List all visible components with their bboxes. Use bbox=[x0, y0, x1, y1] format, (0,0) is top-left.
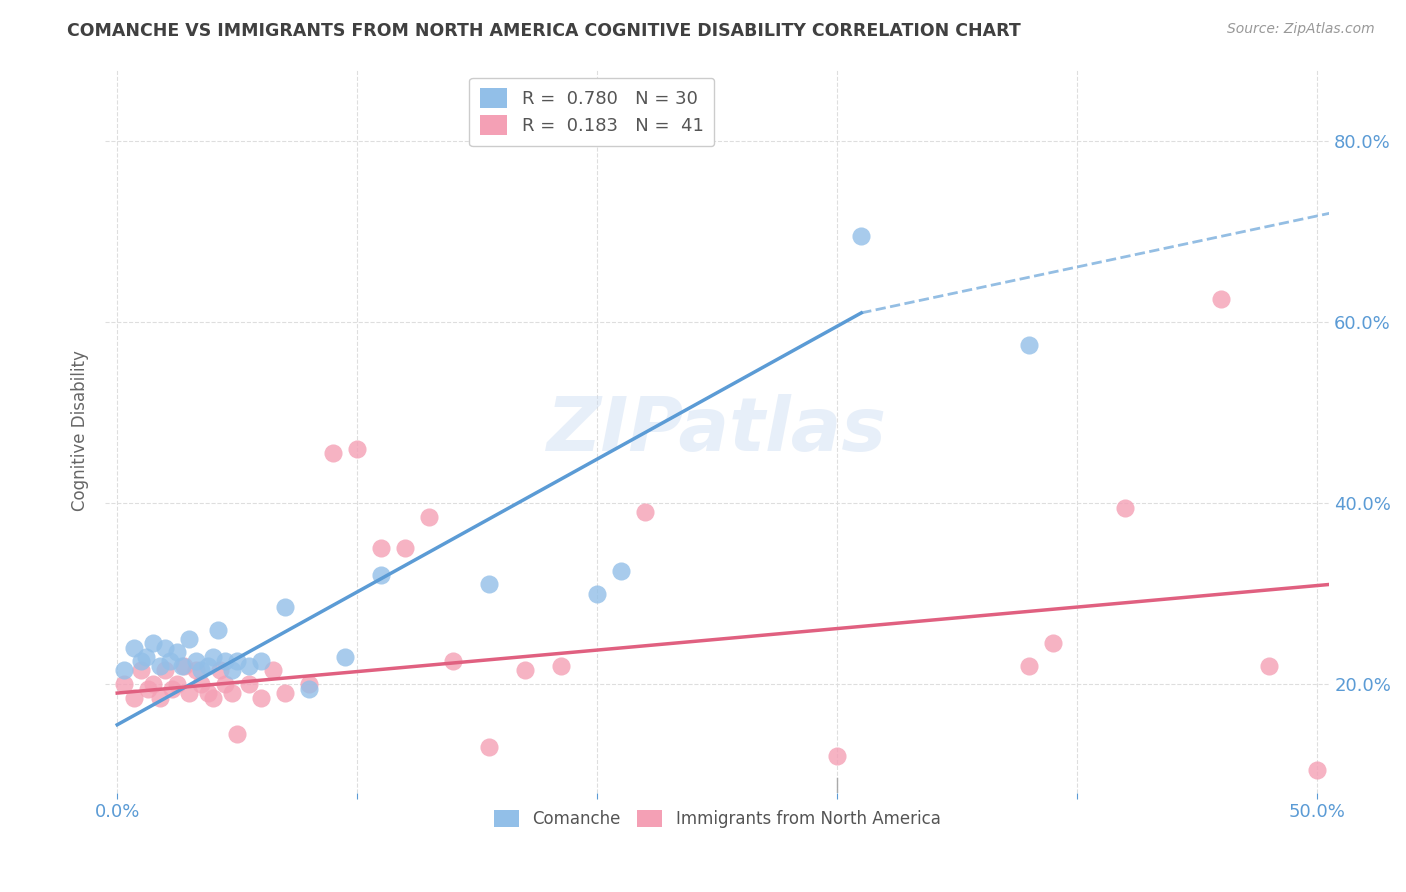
Point bbox=[238, 677, 260, 691]
Point bbox=[1018, 659, 1040, 673]
Point bbox=[851, 229, 873, 244]
Point bbox=[586, 586, 609, 600]
Point bbox=[274, 686, 297, 700]
Point bbox=[1258, 659, 1281, 673]
Point bbox=[202, 649, 225, 664]
Point bbox=[322, 446, 344, 460]
Point bbox=[346, 442, 368, 456]
Point bbox=[610, 564, 633, 578]
Point bbox=[441, 654, 464, 668]
Point bbox=[190, 664, 212, 678]
Point bbox=[197, 659, 219, 673]
Point bbox=[129, 654, 152, 668]
Point bbox=[262, 664, 284, 678]
Point bbox=[1042, 636, 1064, 650]
Point bbox=[298, 681, 321, 696]
Point bbox=[478, 740, 501, 755]
Point bbox=[825, 749, 848, 764]
Point bbox=[166, 645, 188, 659]
Point bbox=[197, 686, 219, 700]
Point bbox=[179, 686, 201, 700]
Point bbox=[335, 649, 357, 664]
Point bbox=[173, 659, 195, 673]
Point bbox=[226, 727, 249, 741]
Point bbox=[298, 677, 321, 691]
Point bbox=[190, 677, 212, 691]
Point bbox=[179, 632, 201, 646]
Point bbox=[394, 541, 416, 556]
Point bbox=[162, 681, 184, 696]
Point bbox=[155, 640, 177, 655]
Point bbox=[1018, 337, 1040, 351]
Point bbox=[370, 568, 392, 582]
Point bbox=[159, 654, 181, 668]
Point bbox=[370, 541, 392, 556]
Point bbox=[550, 659, 572, 673]
Point bbox=[418, 509, 440, 524]
Point bbox=[138, 681, 160, 696]
Point bbox=[142, 677, 165, 691]
Point bbox=[250, 654, 273, 668]
Point bbox=[202, 690, 225, 705]
Point bbox=[186, 654, 208, 668]
Point bbox=[634, 505, 657, 519]
Point bbox=[122, 640, 145, 655]
Point bbox=[129, 664, 152, 678]
Legend: Comanche, Immigrants from North America: Comanche, Immigrants from North America bbox=[488, 804, 948, 835]
Point bbox=[226, 654, 249, 668]
Text: Source: ZipAtlas.com: Source: ZipAtlas.com bbox=[1227, 22, 1375, 37]
Text: COMANCHE VS IMMIGRANTS FROM NORTH AMERICA COGNITIVE DISABILITY CORRELATION CHART: COMANCHE VS IMMIGRANTS FROM NORTH AMERIC… bbox=[67, 22, 1021, 40]
Point bbox=[122, 690, 145, 705]
Point bbox=[170, 659, 193, 673]
Point bbox=[149, 690, 172, 705]
Point bbox=[166, 677, 188, 691]
Point bbox=[274, 600, 297, 615]
Point bbox=[149, 659, 172, 673]
Point bbox=[209, 664, 232, 678]
Point bbox=[207, 623, 229, 637]
Point bbox=[1114, 500, 1136, 515]
Point bbox=[214, 654, 236, 668]
Point bbox=[135, 649, 157, 664]
Point bbox=[1306, 763, 1329, 777]
Point bbox=[186, 664, 208, 678]
Point bbox=[478, 577, 501, 591]
Point bbox=[112, 664, 135, 678]
Point bbox=[515, 664, 537, 678]
Point bbox=[221, 664, 243, 678]
Point bbox=[112, 677, 135, 691]
Point bbox=[221, 686, 243, 700]
Text: ZIPatlas: ZIPatlas bbox=[547, 394, 887, 467]
Y-axis label: Cognitive Disability: Cognitive Disability bbox=[72, 351, 89, 511]
Point bbox=[1211, 293, 1233, 307]
Point bbox=[155, 664, 177, 678]
Point bbox=[250, 690, 273, 705]
Point bbox=[238, 659, 260, 673]
Point bbox=[214, 677, 236, 691]
Point bbox=[142, 636, 165, 650]
